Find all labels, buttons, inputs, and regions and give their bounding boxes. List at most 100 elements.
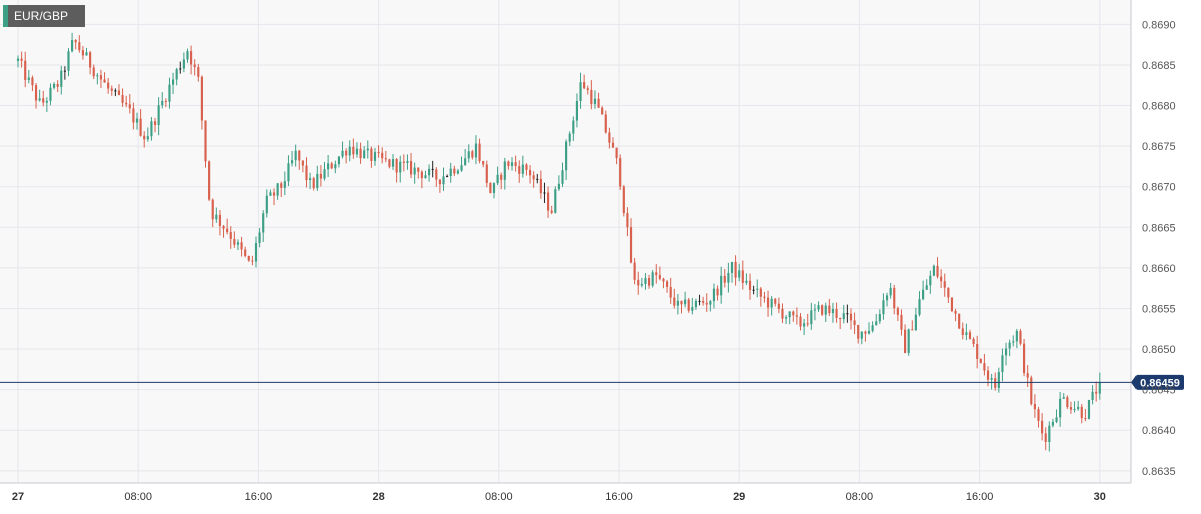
candle-body bbox=[774, 298, 777, 304]
candle-body bbox=[943, 281, 946, 288]
candle-body bbox=[471, 151, 474, 158]
candle-body bbox=[290, 160, 294, 164]
y-tick-label: 0.8650 bbox=[1142, 344, 1176, 356]
candle-body bbox=[788, 311, 791, 318]
candle-body bbox=[586, 88, 589, 90]
candle-body bbox=[265, 195, 268, 214]
candle-body bbox=[680, 300, 683, 305]
candle-body bbox=[741, 270, 744, 283]
symbol-badge: EUR/GBP bbox=[3, 5, 85, 27]
candle-body bbox=[489, 182, 492, 193]
candle-body bbox=[979, 358, 982, 364]
candle-body bbox=[702, 301, 705, 303]
candle-body bbox=[301, 160, 304, 166]
candle-body bbox=[734, 262, 737, 278]
candle-body bbox=[784, 317, 788, 319]
candle-body bbox=[370, 148, 373, 161]
candle-body bbox=[817, 305, 820, 310]
candle-body bbox=[965, 332, 968, 335]
candle-body bbox=[759, 288, 762, 297]
symbol-accent bbox=[3, 5, 8, 27]
candle-body bbox=[510, 162, 514, 167]
candle-body bbox=[431, 168, 434, 170]
candle-body bbox=[914, 314, 917, 331]
y-tick-label: 0.8655 bbox=[1142, 303, 1176, 315]
candle-body bbox=[1030, 377, 1033, 405]
candle-body bbox=[691, 307, 694, 311]
candle-body bbox=[395, 159, 398, 173]
candle-body bbox=[1091, 391, 1094, 401]
candle-body bbox=[716, 288, 719, 296]
candle-body bbox=[197, 67, 200, 77]
candle-body bbox=[543, 192, 546, 194]
candle-body bbox=[107, 82, 110, 89]
candle-body bbox=[622, 186, 625, 214]
candle-body bbox=[428, 168, 431, 176]
candle-body bbox=[748, 280, 752, 290]
candle-body bbox=[442, 176, 445, 185]
x-axis: 27 08:00 16:00 28 08:00 16:00 29 08:00 16:00 30 bbox=[12, 491, 1106, 503]
candle-body bbox=[294, 150, 297, 161]
candle-body bbox=[78, 42, 81, 51]
candle-body bbox=[766, 297, 770, 308]
candle-body bbox=[99, 75, 103, 80]
candle-body bbox=[849, 313, 853, 321]
candle-body bbox=[655, 272, 658, 276]
candle-body bbox=[839, 317, 842, 320]
candle-body bbox=[547, 192, 550, 211]
candle-body bbox=[968, 332, 972, 339]
candle-body bbox=[186, 51, 189, 60]
candle-body bbox=[997, 372, 1000, 388]
candle-body bbox=[121, 95, 124, 103]
candle-body bbox=[139, 118, 142, 136]
candle-body bbox=[312, 178, 315, 189]
candle-body bbox=[164, 100, 167, 102]
candle-body bbox=[521, 164, 524, 174]
candle-body bbox=[994, 378, 997, 388]
candle-body bbox=[918, 299, 921, 315]
candle-body bbox=[16, 58, 20, 61]
candle-body bbox=[629, 227, 633, 263]
candle-body bbox=[709, 301, 712, 305]
candle-body bbox=[417, 167, 420, 172]
candle-body bbox=[615, 147, 618, 159]
y-tick-label: 0.8640 bbox=[1142, 425, 1176, 437]
candle-body bbox=[828, 305, 831, 314]
candle-body bbox=[705, 302, 708, 305]
candle-body bbox=[958, 313, 961, 329]
current-price-line: 0.86459 bbox=[0, 374, 1184, 390]
candle-body bbox=[254, 242, 258, 262]
candle-body bbox=[45, 100, 48, 103]
candle-body bbox=[907, 329, 910, 353]
candle-body bbox=[925, 285, 928, 290]
candle-body bbox=[63, 70, 66, 72]
current-price-label: 0.86459 bbox=[1140, 377, 1180, 389]
candle-body bbox=[954, 311, 957, 314]
candle-body bbox=[244, 249, 247, 256]
candle-body bbox=[420, 171, 423, 179]
candle-body bbox=[247, 255, 250, 261]
x-tick-label: 16:00 bbox=[245, 491, 273, 503]
candle-body bbox=[363, 150, 366, 159]
candle-body bbox=[143, 135, 146, 140]
candle-body bbox=[583, 82, 586, 89]
candle-body bbox=[684, 299, 687, 305]
candle-body bbox=[27, 77, 30, 80]
candle-body bbox=[1026, 373, 1029, 378]
y-axis: 0.8690 0.8685 0.8680 0.8675 0.8670 0.8665 0.86… bbox=[1142, 19, 1176, 477]
candle-body bbox=[153, 121, 157, 126]
candle-body bbox=[554, 189, 557, 213]
candle-body bbox=[940, 276, 943, 282]
candle-body bbox=[1033, 404, 1036, 410]
candle-body bbox=[60, 70, 63, 87]
candle-body bbox=[507, 161, 510, 167]
candle-body bbox=[503, 161, 506, 180]
candle-body bbox=[110, 88, 113, 91]
candle-body bbox=[85, 52, 88, 56]
candle-body bbox=[1048, 425, 1051, 442]
candle-body bbox=[1069, 407, 1073, 410]
chart-title: EUR/GBP bbox=[14, 9, 69, 23]
candle-body bbox=[810, 310, 813, 325]
candle-body bbox=[337, 156, 341, 165]
